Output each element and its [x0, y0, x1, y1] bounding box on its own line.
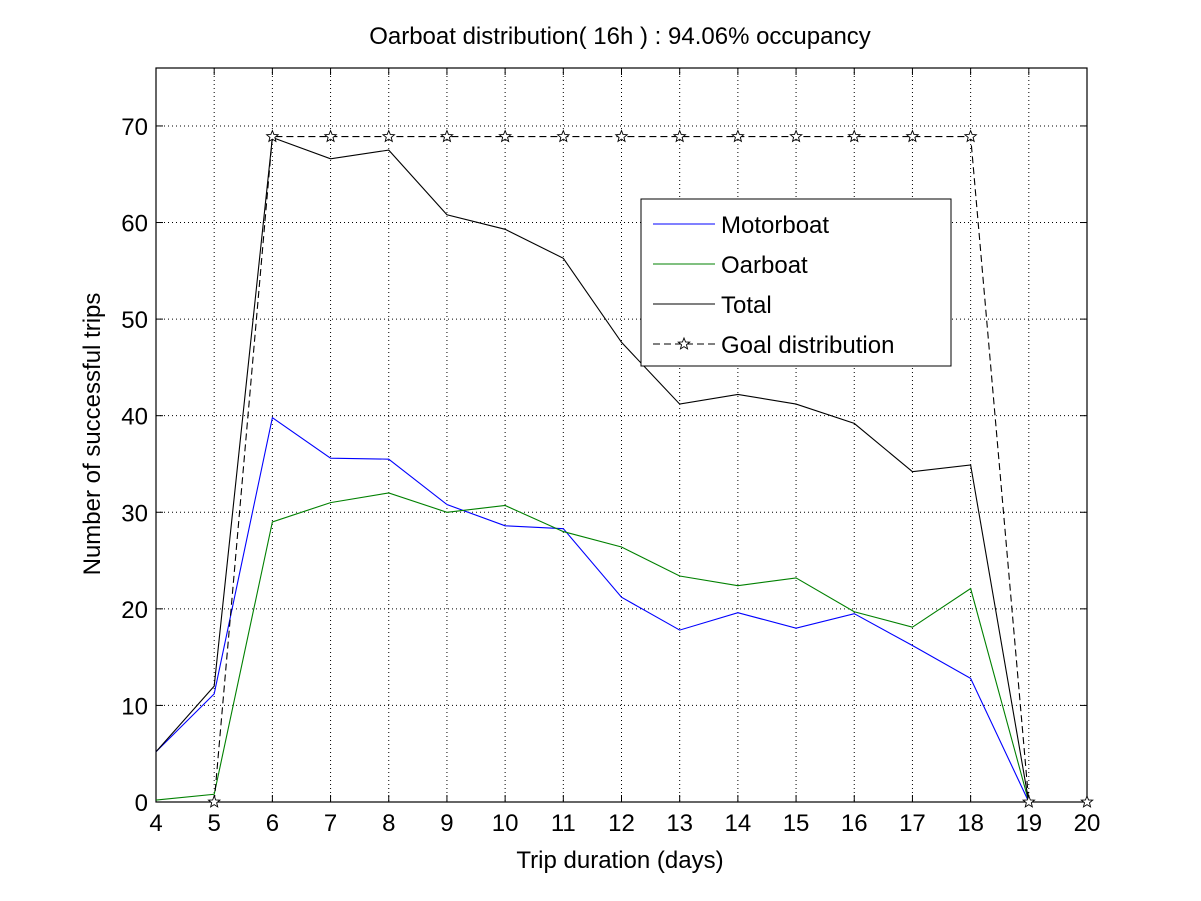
legend: Motorboat Oarboat Total Goal distribution — [640, 198, 952, 367]
series-line — [155, 416, 1030, 803]
x-tick-label: 11 — [551, 810, 576, 837]
y-tick-label: 30 — [121, 500, 148, 527]
legend-label: Goal distribution — [721, 332, 894, 359]
series-point-marker — [672, 129, 687, 143]
legend-label: Motorboat — [721, 212, 829, 239]
series-point-marker — [847, 129, 862, 143]
y-axis-label: Number of successful trips — [79, 293, 106, 576]
y-tick-label: 20 — [121, 597, 148, 624]
legend-marker — [677, 336, 691, 350]
series-point-marker — [498, 129, 513, 143]
x-tick-label: 12 — [608, 810, 635, 837]
axis-ticks: 4 5 6 7 8 9 10 11 12 13 14 15 16 17 18 19 20 0 10 20 30 40 50 6… — [121, 68, 1100, 837]
legend-label: Total — [721, 292, 772, 319]
chart-title: Oarboat distribution( 16h ) : 94.06% occ… — [369, 23, 871, 50]
series-point-marker — [1080, 794, 1094, 808]
series-oarboat — [155, 492, 1030, 803]
x-tick-label: 20 — [1074, 810, 1101, 837]
series-point-marker — [323, 129, 338, 143]
series-point-marker — [265, 129, 280, 143]
x-tick-label: 7 — [324, 810, 337, 837]
legend-entry: Oarboat — [653, 252, 808, 279]
series-point-marker — [963, 129, 978, 143]
series-total — [155, 136, 1030, 803]
y-tick-label: 10 — [121, 693, 148, 720]
x-tick-label: 17 — [899, 810, 926, 837]
x-tick-label: 18 — [957, 810, 984, 837]
legend-box — [640, 198, 952, 367]
x-tick-label: 9 — [440, 810, 453, 837]
series-layer — [155, 129, 1094, 808]
x-tick-label: 5 — [208, 810, 221, 837]
x-tick-label: 4 — [149, 810, 162, 837]
y-tick-label: 0 — [135, 790, 148, 817]
y-tick-label: 70 — [121, 114, 148, 141]
y-tick-label: 50 — [121, 307, 148, 334]
x-tick-label: 19 — [1015, 810, 1042, 837]
series-point-marker — [789, 129, 803, 143]
series-point-marker — [1021, 794, 1036, 808]
y-tick-label: 60 — [121, 211, 148, 238]
legend-entry: Total — [653, 292, 772, 319]
legend-entry: Goal distribution — [653, 332, 894, 359]
series-point-marker — [730, 129, 745, 143]
x-tick-label: 13 — [666, 810, 693, 837]
x-axis-label: Trip duration (days) — [516, 847, 723, 874]
series-point-marker — [381, 129, 396, 143]
legend-label: Oarboat — [721, 252, 808, 279]
x-tick-label: 16 — [841, 810, 868, 837]
series-point-marker — [614, 129, 629, 143]
series-point-marker — [207, 794, 222, 808]
series-goal-distribution — [207, 129, 1094, 808]
series-point-marker — [440, 129, 454, 143]
series-point-marker — [905, 129, 920, 143]
series-line — [155, 492, 1030, 803]
legend-entry: Motorboat — [653, 212, 829, 239]
x-tick-label: 14 — [725, 810, 752, 837]
x-tick-label: 15 — [783, 810, 810, 837]
series-line — [155, 136, 1030, 803]
series-line — [213, 136, 1087, 803]
series-motorboat — [155, 416, 1030, 803]
series-point-marker — [556, 129, 571, 143]
x-tick-label: 6 — [266, 810, 279, 837]
y-tick-label: 40 — [121, 404, 148, 431]
x-tick-label: 10 — [492, 810, 519, 837]
x-tick-label: 8 — [382, 810, 395, 837]
